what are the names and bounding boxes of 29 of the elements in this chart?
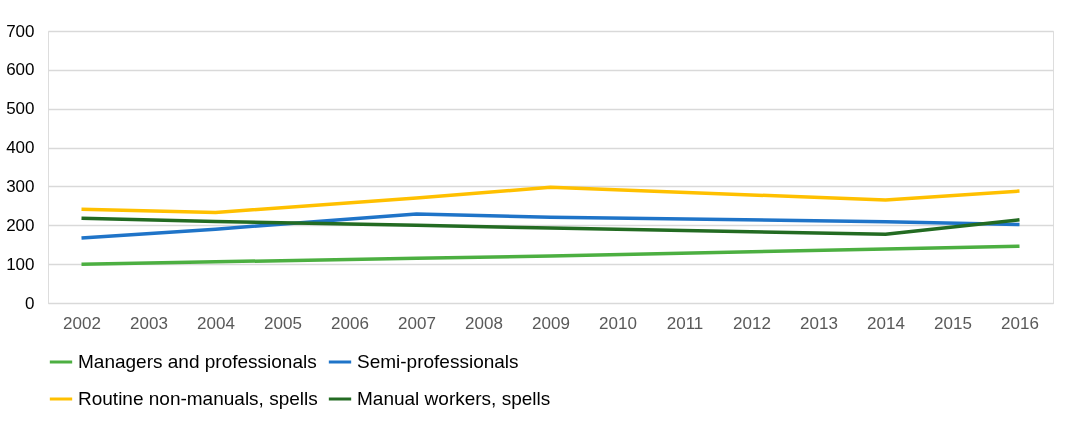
x-tick-label: 2014 [867,313,905,333]
y-tick-label: 700 [6,21,35,41]
x-tick-label: 2003 [130,313,168,333]
x-tick-label: 2011 [666,313,704,333]
y-tick-label: 300 [6,176,35,196]
y-tick-label: 600 [6,60,35,80]
line-series [79,244,1022,266]
x-tick-label: 2009 [532,313,570,333]
x-tick-label: 2016 [1001,313,1039,333]
x-tick-label: 2005 [264,313,302,333]
line-series [79,185,1022,215]
legend-label: Managers and professionals [78,351,317,372]
x-tick-label: 2015 [934,313,972,333]
x-tick-label: 2010 [599,313,637,333]
x-tick-label: 2007 [398,313,436,333]
x-tick-label: 2008 [465,313,503,333]
y-tick-label: 400 [6,138,35,158]
y-tick-label: 100 [6,254,35,274]
x-tick-label: 2013 [800,313,838,333]
x-tick-label: 2002 [63,313,101,333]
legend-label: Routine non-manuals, spells [78,388,318,409]
x-tick-label: 2012 [733,313,771,333]
legend-label: Semi-professionals [357,351,519,372]
y-tick-label: 0 [25,293,35,313]
legend-label: Manual workers, spells [357,388,551,409]
y-tick-label: 200 [6,215,35,235]
y-tick-label: 500 [6,99,35,119]
x-tick-label: 2004 [197,313,235,333]
x-tick-label: 2006 [331,313,369,333]
